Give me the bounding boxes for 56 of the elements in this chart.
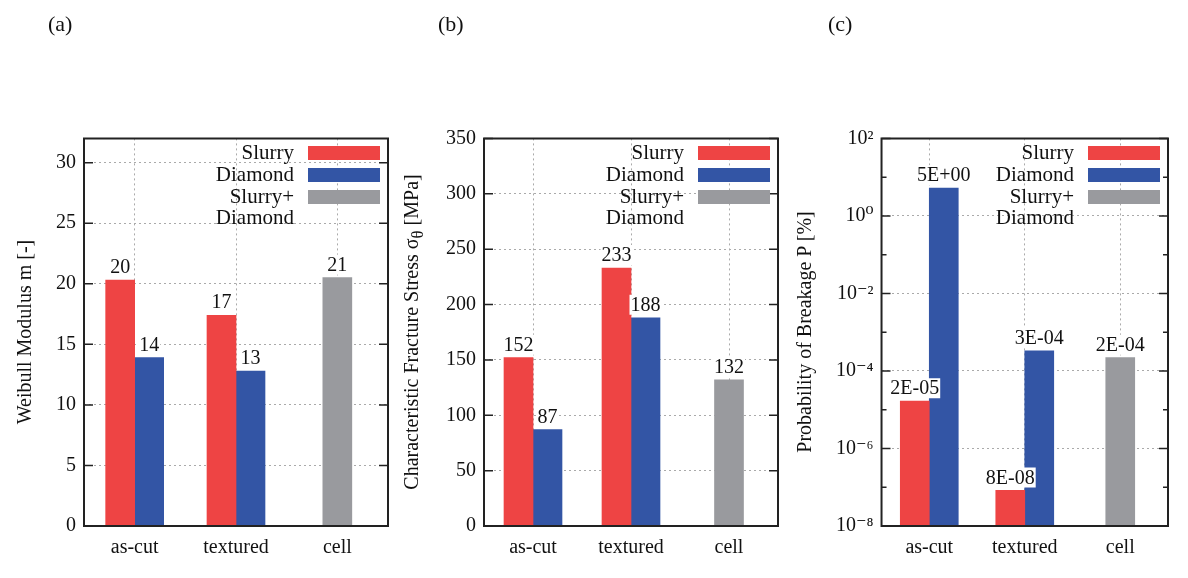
y-tick-label: 30	[56, 149, 76, 172]
data-label: 20	[110, 255, 131, 278]
data-label: 14	[139, 332, 160, 355]
y-tick-label: 15	[56, 331, 76, 354]
y-tick-label: 0	[66, 513, 76, 536]
y-tick-label: 10⁻²	[836, 280, 874, 303]
legend-label: Slurry+ Diamond	[604, 184, 684, 230]
y-tick-label: 100	[446, 402, 476, 425]
x-tick-label: as-cut	[509, 535, 558, 558]
x-tick-label: as-cut	[110, 535, 159, 558]
y-tick-label: 10⁰	[845, 203, 874, 226]
y-tick-label: 20	[56, 271, 76, 293]
chart-title: (b)	[438, 10, 464, 36]
y-tick-label: 10²	[847, 125, 874, 148]
x-tick-label: textured	[203, 535, 269, 558]
data-label: 13	[240, 346, 261, 369]
data-label: 87	[537, 404, 558, 427]
data-label: 152	[503, 332, 534, 355]
data-label: 17	[211, 290, 232, 313]
data-label: 2E-05	[890, 376, 940, 399]
data-label: 188	[630, 293, 661, 316]
y-axis-title: Probability of Breakage P [%]	[792, 211, 816, 453]
data-label: 132	[714, 355, 744, 378]
y-tick-label: 50	[456, 457, 476, 480]
data-label: 21	[327, 252, 348, 275]
y-tick-label: 250	[446, 236, 476, 259]
y-tick-label: 10⁻⁴	[836, 358, 874, 381]
legend-label: Slurry	[1021, 140, 1074, 165]
legend-label: Slurry+ Diamond	[214, 184, 294, 230]
x-tick-label: cell	[714, 535, 744, 558]
y-axis-title: Weibull Modulus m [-]	[12, 239, 36, 425]
y-tick-label: 25	[56, 210, 76, 233]
legend-label: Slurry	[631, 140, 684, 165]
y-tick-label: 300	[446, 181, 476, 204]
data-label: 2E-04	[1095, 332, 1145, 355]
data-label: 5E+00	[917, 163, 971, 186]
x-tick-label: cell	[1105, 535, 1136, 558]
chart-title: (a)	[48, 10, 73, 36]
y-tick-label: 10	[56, 392, 76, 415]
y-tick-label: 150	[446, 347, 476, 370]
x-tick-label: textured	[992, 535, 1058, 558]
x-tick-label: cell	[322, 535, 353, 558]
legend-label: Slurry+ Diamond	[994, 184, 1074, 230]
data-label: 3E-04	[1014, 326, 1064, 349]
y-tick-label: 200	[446, 291, 476, 314]
chart-title: (c)	[828, 10, 853, 36]
y-tick-label: 5	[66, 452, 76, 475]
data-label: 233	[601, 243, 632, 266]
y-tick-label: 350	[446, 125, 476, 148]
y-tick-label: 10⁻⁸	[836, 513, 874, 536]
data-label: 8E-08	[985, 465, 1035, 488]
x-tick-label: textured	[598, 535, 664, 558]
y-tick-label: 10⁻⁶	[836, 435, 874, 458]
y-tick-label: 0	[466, 513, 476, 536]
legend-label: Slurry	[241, 140, 294, 165]
x-tick-label: as-cut	[905, 535, 954, 558]
